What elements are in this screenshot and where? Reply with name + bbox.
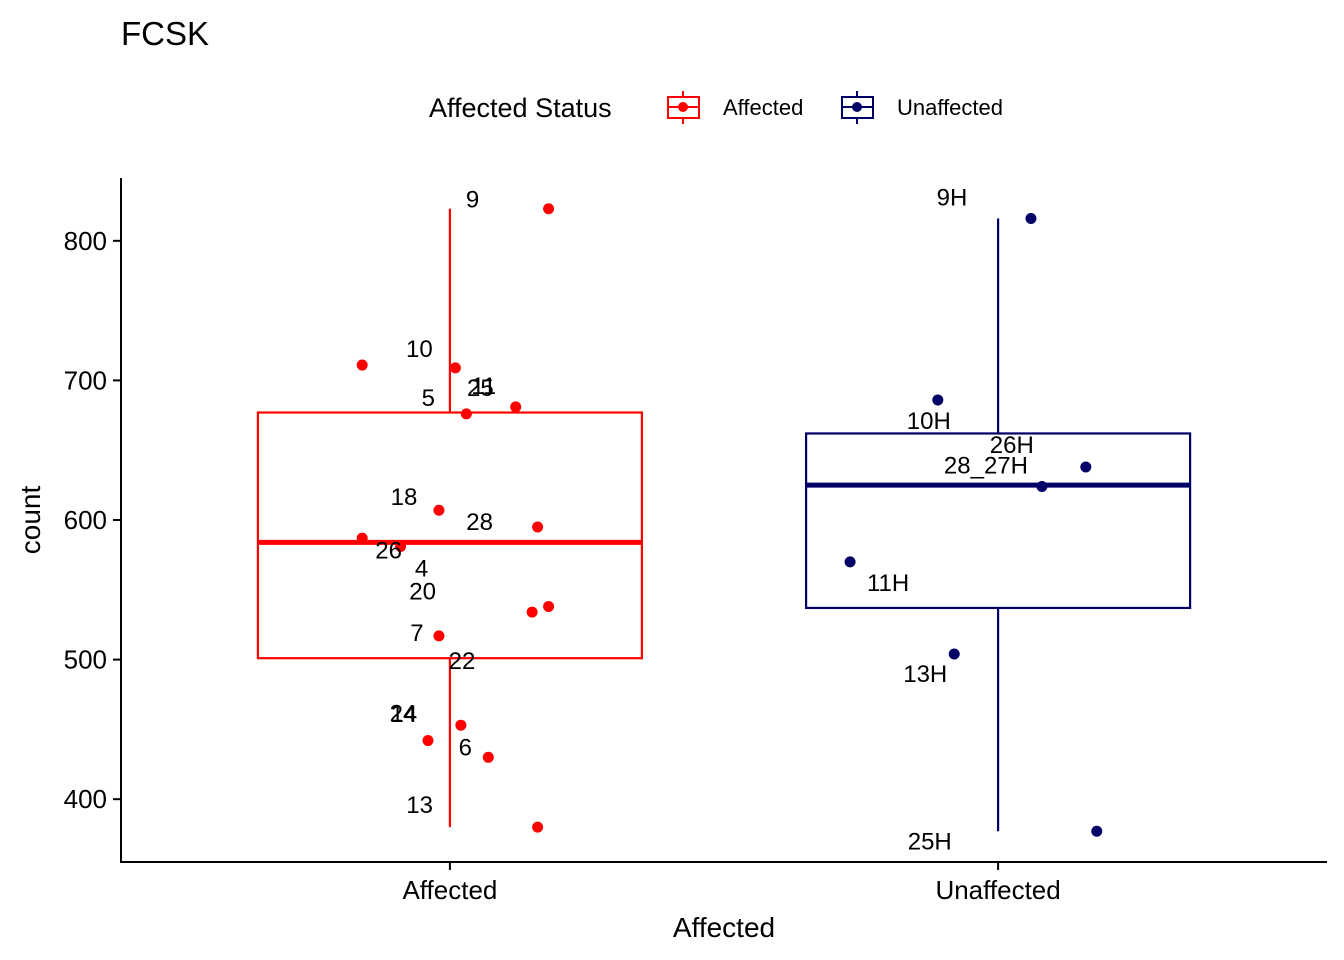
point-label: 9H <box>937 184 968 211</box>
point-label: 18 <box>391 484 418 511</box>
points <box>356 203 1103 837</box>
data-point <box>356 359 368 371</box>
point-label: 5 <box>422 385 435 412</box>
point-label: 26H <box>990 432 1034 459</box>
data-point <box>1036 480 1048 492</box>
data-point <box>1080 461 1092 473</box>
data-point <box>356 532 368 544</box>
legend-key-affected <box>667 91 700 124</box>
data-point <box>482 751 494 763</box>
point-label: 6 <box>459 734 472 761</box>
data-point <box>422 735 434 747</box>
box-affected <box>256 411 644 660</box>
point-label: 24 <box>390 701 417 728</box>
data-point <box>932 394 944 406</box>
data-point <box>1025 212 1037 224</box>
data-point <box>433 630 445 642</box>
point-label: 22 <box>449 648 476 675</box>
legend-label-unaffected: Unaffected <box>897 95 1003 120</box>
point-label: 25H <box>908 828 952 855</box>
point-label: 28 <box>466 509 493 536</box>
data-point <box>455 719 467 731</box>
point-label: 26 <box>375 538 402 565</box>
y-tick-label: 600 <box>64 505 107 535</box>
y-ticks: 400 500 600 700 800 <box>64 226 121 814</box>
point-label: 10 <box>406 336 433 363</box>
point-label: 28_27H <box>944 452 1028 479</box>
x-tick-label: Affected <box>402 875 497 905</box>
data-point <box>1091 825 1103 837</box>
data-point <box>433 504 445 516</box>
point-label: 11 <box>471 373 496 400</box>
data-point <box>543 601 555 613</box>
y-tick-label: 400 <box>64 784 107 814</box>
axes <box>120 178 1327 863</box>
data-point <box>844 556 856 568</box>
data-point <box>510 401 522 413</box>
y-tick-label: 700 <box>64 365 107 395</box>
boxes <box>256 208 1192 832</box>
data-point <box>395 541 407 553</box>
point-label: 25 <box>467 375 494 402</box>
box-unaffected <box>804 432 1192 610</box>
x-ticks: Affected Unaffected <box>402 862 1061 905</box>
legend-title: Affected Status <box>429 93 612 123</box>
chart-title: FCSK <box>121 15 209 52</box>
point-label: 4 <box>415 556 428 583</box>
legend: Affected Status Affected Unaffected <box>429 91 1003 124</box>
point-label: 13 <box>406 792 433 819</box>
point-label: 14 <box>391 701 418 728</box>
x-axis-title: Affected <box>673 912 775 943</box>
x-tick-label: Unaffected <box>935 875 1060 905</box>
legend-key-unaffected <box>841 91 874 124</box>
point-label: 11H <box>867 570 909 597</box>
data-point <box>543 203 555 215</box>
point-label: 7 <box>410 620 423 647</box>
legend-label-affected: Affected <box>723 95 803 120</box>
data-point <box>532 521 544 533</box>
point-label: 20 <box>409 579 436 606</box>
data-point <box>526 606 538 618</box>
point-label: 13H <box>903 661 947 688</box>
point-label: 10H <box>907 408 951 435</box>
y-axis-title: count <box>15 486 46 555</box>
y-tick-label: 500 <box>64 645 107 675</box>
data-point <box>532 821 544 833</box>
data-point <box>948 648 960 660</box>
data-point <box>460 408 472 420</box>
y-tick-label: 800 <box>64 226 107 256</box>
data-point <box>449 362 461 374</box>
point-label: 9 <box>466 187 479 214</box>
